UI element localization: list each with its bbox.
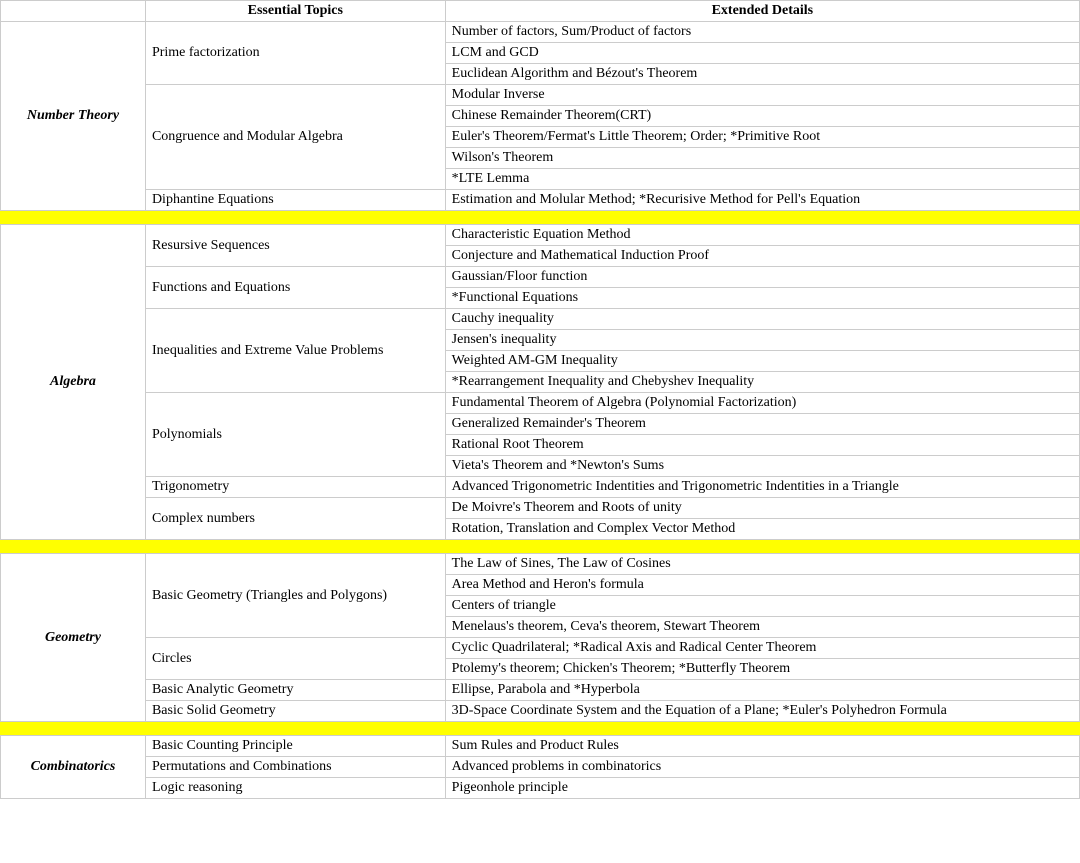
table-row: Logic reasoningPigeonhole principle <box>1 778 1080 799</box>
detail-cell: Estimation and Molular Method; *Recurisi… <box>445 190 1079 211</box>
topic-cell: Congruence and Modular Algebra <box>145 85 445 190</box>
table-row: Congruence and Modular AlgebraModular In… <box>1 85 1080 106</box>
detail-cell: Gaussian/Floor function <box>445 267 1079 288</box>
detail-cell: *LTE Lemma <box>445 169 1079 190</box>
table-row: Number TheoryPrime factorizationNumber o… <box>1 22 1080 43</box>
table-row: Functions and EquationsGaussian/Floor fu… <box>1 267 1080 288</box>
detail-cell: Menelaus's theorem, Ceva's theorem, Stew… <box>445 617 1079 638</box>
detail-cell: Fundamental Theorem of Algebra (Polynomi… <box>445 393 1079 414</box>
category-cell: Combinatorics <box>1 736 146 799</box>
detail-cell: Cauchy inequality <box>445 309 1079 330</box>
table-row: Basic Solid Geometry3D-Space Coordinate … <box>1 701 1080 722</box>
topic-cell: Basic Solid Geometry <box>145 701 445 722</box>
detail-cell: Centers of triangle <box>445 596 1079 617</box>
detail-cell: LCM and GCD <box>445 43 1079 64</box>
topic-cell: Prime factorization <box>145 22 445 85</box>
detail-cell: *Functional Equations <box>445 288 1079 309</box>
separator-cell <box>1 211 1080 225</box>
syllabus-table: Essential Topics Extended Details Number… <box>0 0 1080 799</box>
table-row: AlgebraResursive SequencesCharacteristic… <box>1 225 1080 246</box>
topic-cell: Trigonometry <box>145 477 445 498</box>
table-row: Inequalities and Extreme Value ProblemsC… <box>1 309 1080 330</box>
category-cell: Geometry <box>1 554 146 722</box>
detail-cell: Sum Rules and Product Rules <box>445 736 1079 757</box>
detail-cell: Rotation, Translation and Complex Vector… <box>445 519 1079 540</box>
category-cell: Algebra <box>1 225 146 540</box>
table-row: Permutations and CombinationsAdvanced pr… <box>1 757 1080 778</box>
table-row: CirclesCyclic Quadrilateral; *Radical Ax… <box>1 638 1080 659</box>
detail-cell: Ptolemy's theorem; Chicken's Theorem; *B… <box>445 659 1079 680</box>
detail-cell: Ellipse, Parabola and *Hyperbola <box>445 680 1079 701</box>
category-cell: Number Theory <box>1 22 146 211</box>
topic-cell: Circles <box>145 638 445 680</box>
section-separator <box>1 722 1080 736</box>
detail-cell: Advanced problems in combinatorics <box>445 757 1079 778</box>
detail-cell: The Law of Sines, The Law of Cosines <box>445 554 1079 575</box>
detail-cell: 3D-Space Coordinate System and the Equat… <box>445 701 1079 722</box>
topic-cell: Resursive Sequences <box>145 225 445 267</box>
detail-cell: Generalized Remainder's Theorem <box>445 414 1079 435</box>
topic-cell: Basic Geometry (Triangles and Polygons) <box>145 554 445 638</box>
topic-cell: Basic Analytic Geometry <box>145 680 445 701</box>
detail-cell: Advanced Trigonometric Indentities and T… <box>445 477 1079 498</box>
table-row: PolynomialsFundamental Theorem of Algebr… <box>1 393 1080 414</box>
detail-cell: Area Method and Heron's formula <box>445 575 1079 596</box>
detail-cell: Jensen's inequality <box>445 330 1079 351</box>
detail-cell: De Moivre's Theorem and Roots of unity <box>445 498 1079 519</box>
table-row: TrigonometryAdvanced Trigonometric Inden… <box>1 477 1080 498</box>
header-details: Extended Details <box>445 1 1079 22</box>
detail-cell: Euler's Theorem/Fermat's Little Theorem;… <box>445 127 1079 148</box>
section-separator <box>1 540 1080 554</box>
table-row: Diphantine EquationsEstimation and Molul… <box>1 190 1080 211</box>
detail-cell: Characteristic Equation Method <box>445 225 1079 246</box>
header-topics: Essential Topics <box>145 1 445 22</box>
table-row: GeometryBasic Geometry (Triangles and Po… <box>1 554 1080 575</box>
detail-cell: Rational Root Theorem <box>445 435 1079 456</box>
detail-cell: Conjecture and Mathematical Induction Pr… <box>445 246 1079 267</box>
topic-cell: Basic Counting Principle <box>145 736 445 757</box>
detail-cell: Modular Inverse <box>445 85 1079 106</box>
topic-cell: Inequalities and Extreme Value Problems <box>145 309 445 393</box>
detail-cell: Cyclic Quadrilateral; *Radical Axis and … <box>445 638 1079 659</box>
separator-cell <box>1 722 1080 736</box>
detail-cell: Pigeonhole principle <box>445 778 1079 799</box>
header-blank <box>1 1 146 22</box>
detail-cell: Chinese Remainder Theorem(CRT) <box>445 106 1079 127</box>
topic-cell: Diphantine Equations <box>145 190 445 211</box>
detail-cell: Number of factors, Sum/Product of factor… <box>445 22 1079 43</box>
table-row: Complex numbersDe Moivre's Theorem and R… <box>1 498 1080 519</box>
table-row: Basic Analytic GeometryEllipse, Parabola… <box>1 680 1080 701</box>
detail-cell: Euclidean Algorithm and Bézout's Theorem <box>445 64 1079 85</box>
detail-cell: Vieta's Theorem and *Newton's Sums <box>445 456 1079 477</box>
topic-cell: Complex numbers <box>145 498 445 540</box>
topic-cell: Logic reasoning <box>145 778 445 799</box>
separator-cell <box>1 540 1080 554</box>
section-separator <box>1 211 1080 225</box>
topic-cell: Permutations and Combinations <box>145 757 445 778</box>
detail-cell: Wilson's Theorem <box>445 148 1079 169</box>
topic-cell: Functions and Equations <box>145 267 445 309</box>
detail-cell: *Rearrangement Inequality and Chebyshev … <box>445 372 1079 393</box>
detail-cell: Weighted AM-GM Inequality <box>445 351 1079 372</box>
table-row: CombinatoricsBasic Counting PrincipleSum… <box>1 736 1080 757</box>
topic-cell: Polynomials <box>145 393 445 477</box>
header-row: Essential Topics Extended Details <box>1 1 1080 22</box>
